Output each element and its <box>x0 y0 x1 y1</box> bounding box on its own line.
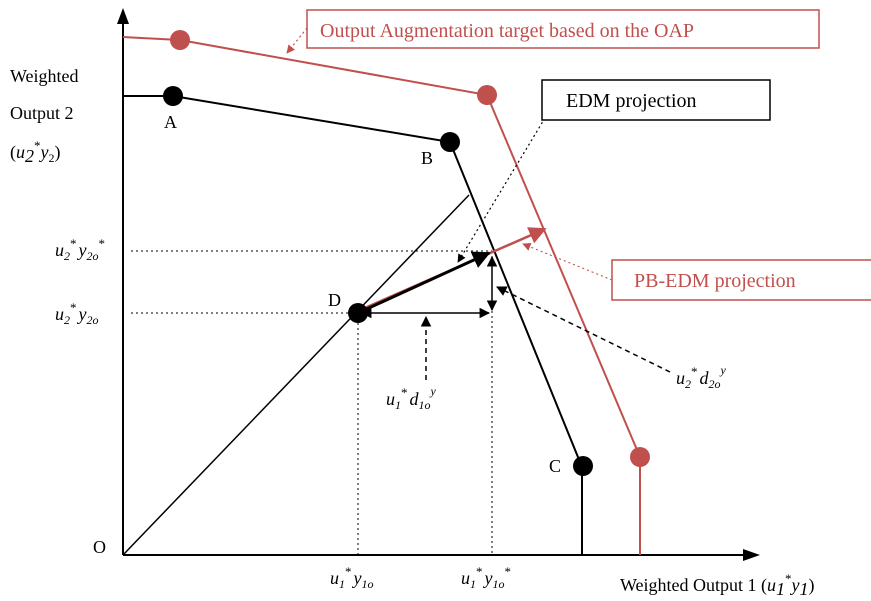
point-a <box>163 86 183 106</box>
edm-projection-arrow <box>357 251 491 315</box>
slack-d2-label: u2* d2oy <box>676 363 727 391</box>
pbedm-callout-leader <box>522 242 613 281</box>
y-axis-title-line1: Weighted <box>10 66 79 86</box>
pbedm-callout-box <box>611 259 871 301</box>
y-tick-star-label: u2* y2o* <box>55 236 105 263</box>
x-tick-star-label: u1* y1o* <box>461 564 511 591</box>
point-a-label: A <box>164 112 177 132</box>
y-axis-title-line2: Output 2 <box>10 103 74 123</box>
y-axis-title-variable: (u2*y2) <box>10 138 61 166</box>
y-tick-plain-label: u2* y2o <box>55 300 99 327</box>
point-c-label: C <box>549 456 561 476</box>
edm-callout-box <box>541 79 771 121</box>
pbedm-callout-text: PB-EDM projection <box>634 270 796 292</box>
oap-point-2 <box>477 85 497 105</box>
oap-callout-leader <box>286 27 308 54</box>
y-axis-arrowhead <box>117 8 129 24</box>
ray-origin-to-frontier <box>122 194 470 556</box>
edm-callout-text: EDM projection <box>566 90 697 112</box>
slack-d1-label: u1* d1oy <box>386 384 437 412</box>
x-tick-plain-label: u1* y1o <box>330 564 374 591</box>
oap-point-1 <box>170 30 190 50</box>
edm-callout-leader <box>457 117 546 263</box>
point-d <box>348 303 368 323</box>
x-axis-title: Weighted Output 1 (u1*y1) <box>620 571 815 599</box>
origin-label: O <box>93 537 106 557</box>
oap-callout-text: Output Augmentation target based on the … <box>320 20 694 42</box>
oap-point-3 <box>630 447 650 467</box>
oap-callout-box <box>306 9 820 49</box>
point-b <box>440 132 460 152</box>
point-b-label: B <box>421 148 433 168</box>
point-c <box>573 456 593 476</box>
point-d-label: D <box>328 290 341 310</box>
efficient-frontier <box>123 95 583 555</box>
x-axis-arrowhead <box>743 549 760 561</box>
